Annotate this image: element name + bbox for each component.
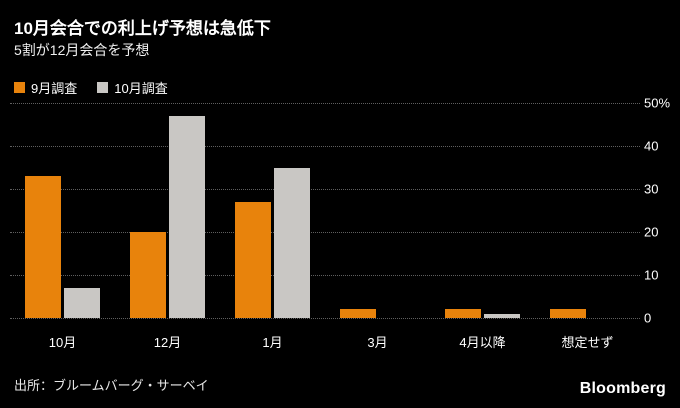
x-axis-tick-label: 3月 bbox=[367, 335, 388, 350]
gridline bbox=[10, 318, 640, 319]
legend-item-september: 9月調査 bbox=[14, 78, 77, 97]
legend-label-september: 9月調査 bbox=[31, 81, 78, 96]
x-axis-tick-label: 想定せず bbox=[561, 335, 614, 350]
legend-item-october: 10月調査 bbox=[97, 78, 168, 97]
legend: 9月調査 10月調査 bbox=[14, 78, 168, 97]
y-axis-tick-label: 10 bbox=[644, 267, 659, 283]
y-axis-tick-label: 50% bbox=[644, 95, 671, 111]
bar-10月調査-1月 bbox=[274, 167, 310, 318]
x-axis-tick-label: 1月 bbox=[262, 335, 283, 350]
x-axis: 10月 12月 1月 3月 4月以降 想定せず bbox=[10, 332, 640, 352]
bar-10月調査-10月 bbox=[64, 287, 100, 318]
x-axis-tick-label: 4月以降 bbox=[459, 335, 506, 350]
legend-swatch-september bbox=[14, 82, 25, 93]
gridline bbox=[10, 232, 640, 233]
bar-9月調査-12月 bbox=[130, 232, 166, 318]
gridline bbox=[10, 146, 640, 147]
y-axis-tick-label: 20 bbox=[644, 224, 659, 240]
bar-9月調査-3月 bbox=[340, 309, 376, 318]
bloomberg-logo: Bloomberg bbox=[579, 380, 666, 397]
y-axis: 0 10 20 30 40 50% bbox=[644, 96, 678, 326]
bar-9月調査-10月 bbox=[25, 176, 61, 318]
chart-subtitle: 5割が12月会合を予想 bbox=[14, 42, 150, 58]
x-axis-tick-label: 12月 bbox=[153, 335, 182, 350]
y-axis-tick-label: 30 bbox=[644, 181, 659, 197]
bar-10月調査-12月 bbox=[169, 115, 205, 318]
legend-swatch-october bbox=[97, 82, 109, 93]
bar-9月調査-想定せず bbox=[550, 309, 586, 318]
gridline bbox=[10, 189, 640, 190]
bar-9月調査-1月 bbox=[235, 201, 271, 318]
bar-10月調査-4月以降 bbox=[484, 313, 520, 318]
chart-title: 10月会合での利上げ予想は急低下 bbox=[14, 19, 271, 38]
y-axis-tick-label: 40 bbox=[644, 138, 659, 154]
gridline bbox=[10, 103, 640, 104]
source-note: 出所：ブルームバーグ・サーベイ bbox=[14, 378, 209, 393]
y-axis-tick-label: 0 bbox=[644, 310, 652, 326]
x-axis-tick-label: 10月 bbox=[48, 335, 77, 350]
gridline bbox=[10, 275, 640, 276]
bar-9月調査-4月以降 bbox=[445, 309, 481, 318]
legend-label-october: 10月調査 bbox=[114, 81, 168, 96]
plot-area bbox=[10, 103, 640, 319]
